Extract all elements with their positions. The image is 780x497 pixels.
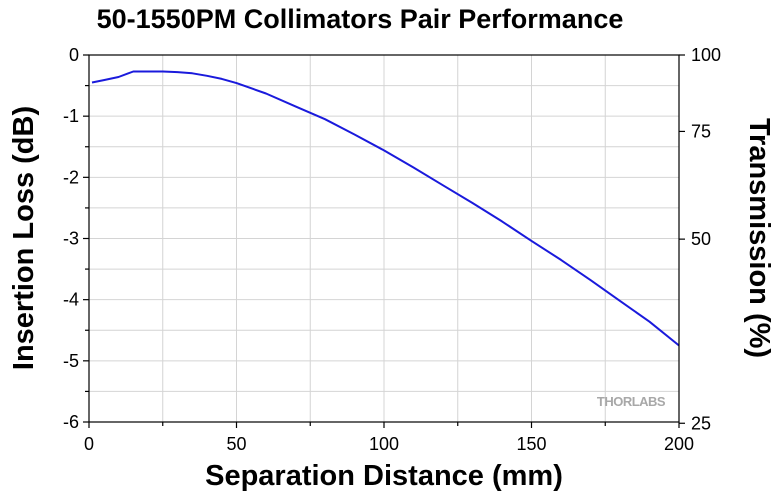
thorlabs-logo: THORLABS bbox=[597, 394, 666, 409]
y2-tick-label: 50 bbox=[691, 229, 711, 249]
x-axis-title: Separation Distance (mm) bbox=[205, 460, 563, 492]
insertion-loss-line bbox=[91, 70, 680, 347]
axis-ticks: 0 50 100 150 200 0 -1 -2 -3 -4 -5 -6 100 75 50 25 bbox=[63, 45, 721, 454]
x-tick-label: 100 bbox=[369, 434, 399, 454]
x-tick-label: 200 bbox=[664, 434, 694, 454]
y2-tick-label: 100 bbox=[691, 45, 721, 65]
y2-axis-title: Transmission (%) bbox=[743, 118, 775, 358]
y2-tick-label: 75 bbox=[691, 121, 711, 141]
grid bbox=[89, 55, 679, 422]
y2-tick-label: 25 bbox=[691, 413, 711, 433]
y-tick-label: -5 bbox=[63, 351, 79, 371]
y-tick-label: -3 bbox=[63, 229, 79, 249]
y-tick-label: -6 bbox=[63, 412, 79, 432]
y-tick-label: -4 bbox=[63, 290, 79, 310]
chart-title: 50-1550PM Collimators Pair Performance bbox=[97, 4, 624, 34]
x-tick-label: 150 bbox=[516, 434, 546, 454]
y-tick-label: 0 bbox=[69, 45, 79, 65]
plot-area bbox=[91, 70, 680, 347]
y-tick-label: -1 bbox=[63, 106, 79, 126]
x-tick-label: 50 bbox=[226, 434, 246, 454]
x-tick-label: 0 bbox=[84, 434, 94, 454]
y-tick-label: -2 bbox=[63, 167, 79, 187]
y-axis-title: Insertion Loss (dB) bbox=[8, 106, 40, 370]
